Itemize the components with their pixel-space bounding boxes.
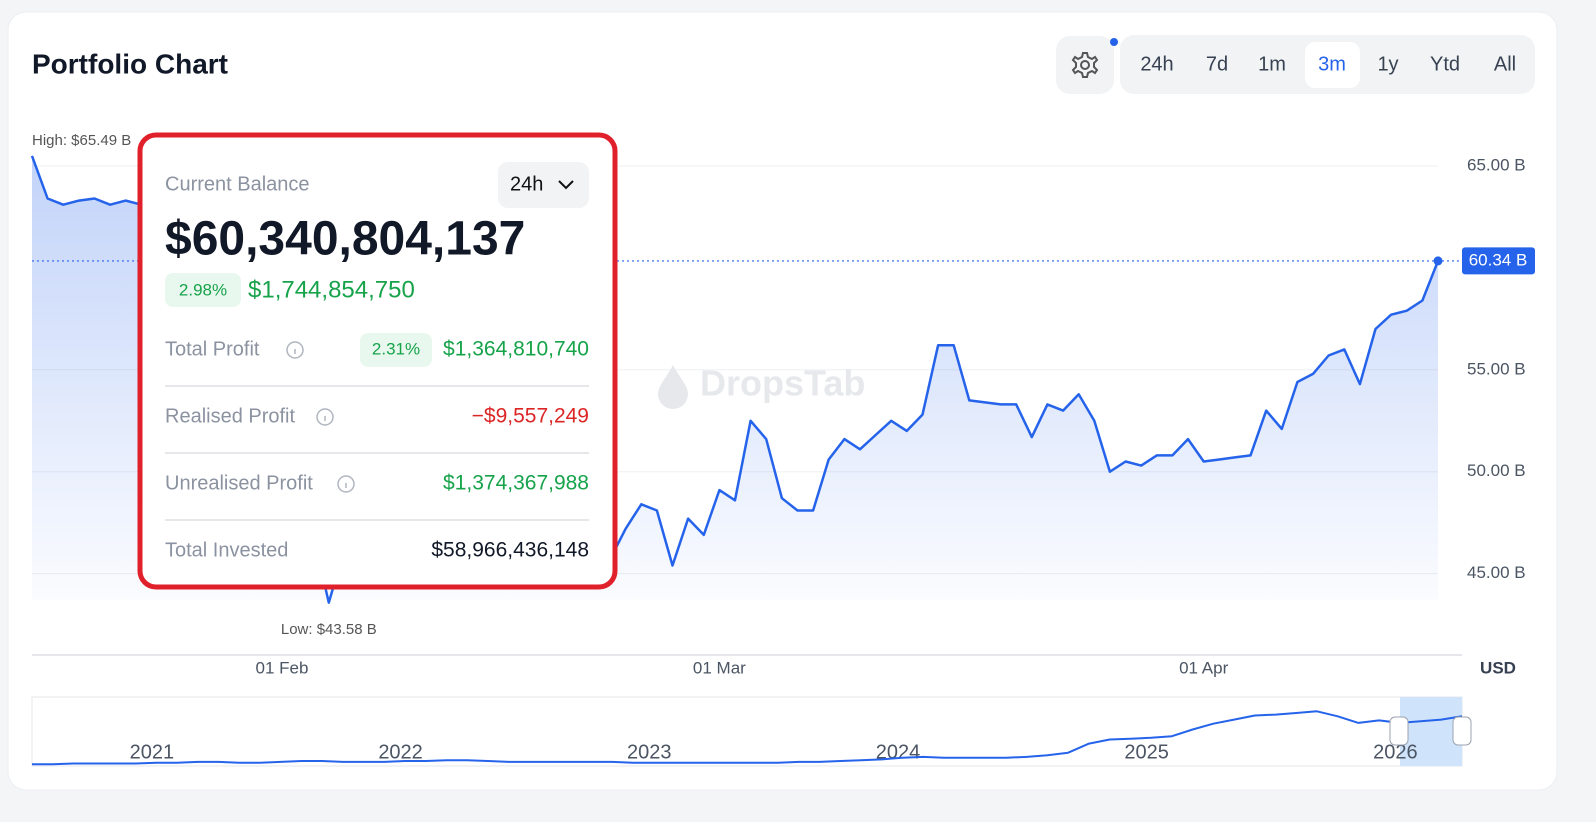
y-tick-label: 65.00 B [1467, 155, 1526, 174]
navigator-selection [1400, 697, 1462, 766]
range-button[interactable]: All [1494, 53, 1516, 75]
navigator-handle[interactable] [1452, 716, 1472, 746]
row-label: Unrealised Profit [165, 472, 313, 494]
profit-chip [360, 333, 432, 367]
balance-label: Current Balance [165, 173, 310, 195]
period-label: 24h [510, 173, 543, 195]
row-value: $58,966,436,148 [431, 539, 589, 562]
y-tick-label: 55.00 B [1467, 359, 1526, 378]
range-button[interactable]: 3m [1318, 53, 1346, 75]
range-button[interactable]: 7d [1206, 53, 1228, 75]
row-value: −$9,557,249 [472, 405, 589, 428]
change-pct: 2.98% [179, 280, 227, 299]
unit-label: USD [1480, 658, 1516, 677]
dropdown-chevron [558, 180, 574, 190]
watermark: DropsTab [700, 363, 865, 404]
balance-value: $60,340,804,137 [165, 213, 525, 266]
navigator-year: 2021 [130, 741, 175, 763]
profit-pct: 2.31% [372, 339, 420, 358]
x-tick-label: 01 Mar [693, 658, 746, 677]
high-label: High: $65.49 B [32, 132, 131, 149]
y-tick-label: 50.00 B [1467, 461, 1526, 480]
range-button[interactable]: 1m [1258, 53, 1286, 75]
navigator-year: 2025 [1124, 741, 1169, 763]
row-value: $1,374,367,988 [443, 472, 589, 495]
line [32, 710, 1463, 766]
range-button[interactable]: 1y [1377, 53, 1398, 75]
range-button[interactable]: Ytd [1430, 53, 1460, 75]
current-label: 60.34 B [1469, 250, 1528, 269]
navigator-handle[interactable] [1389, 716, 1409, 746]
info-icon [337, 475, 355, 493]
range-active [1305, 42, 1360, 88]
title: Portfolio Chart [32, 48, 228, 79]
notification-dot [1110, 38, 1118, 46]
range-button[interactable]: 24h [1140, 53, 1173, 75]
row-label: Total Invested [165, 539, 288, 561]
watermark-icon [658, 365, 688, 409]
navigator-year: 2022 [378, 741, 423, 763]
settings-button[interactable] [1056, 36, 1114, 94]
change-chip [165, 273, 241, 307]
row-label: Total Profit [165, 338, 260, 360]
change-value: $1,744,854,750 [248, 276, 415, 303]
settings-icon [1071, 52, 1099, 78]
period-dropdown[interactable] [498, 162, 589, 208]
x-tick-label: 01 Feb [255, 658, 308, 677]
current-badge [1462, 247, 1535, 275]
navigator-year: 2023 [627, 741, 672, 763]
area [32, 155, 1438, 603]
info-icon [316, 408, 334, 426]
navigator-year: 2026 [1373, 741, 1418, 763]
x-tick-label: 01 Apr [1179, 658, 1228, 677]
current-dot [1433, 256, 1443, 266]
y-tick-label: 45.00 B [1467, 563, 1526, 582]
row-value: $1,364,810,740 [443, 338, 589, 361]
info-icon [286, 341, 304, 359]
row-label: Realised Profit [165, 405, 296, 427]
navigator [31, 696, 1463, 767]
low-label: Low: $43.58 B [281, 621, 377, 638]
